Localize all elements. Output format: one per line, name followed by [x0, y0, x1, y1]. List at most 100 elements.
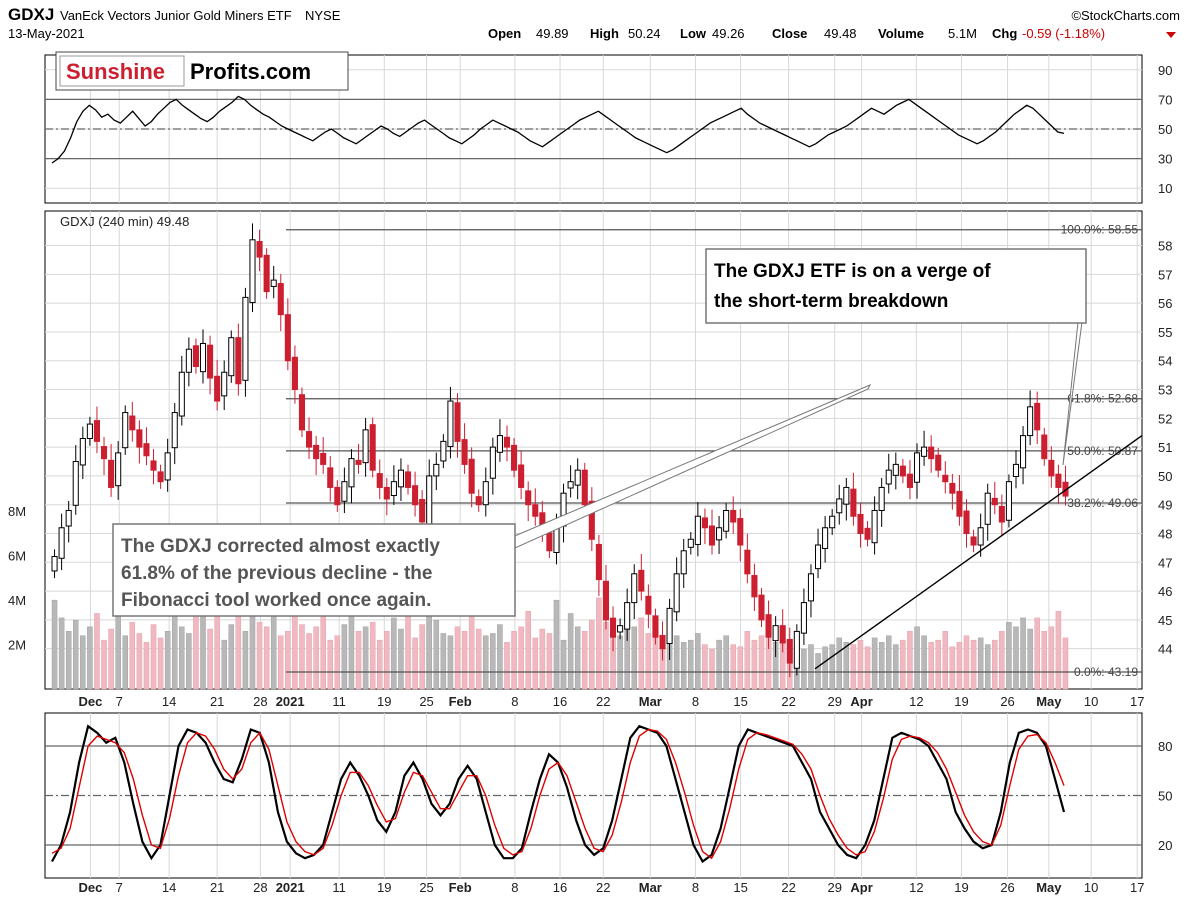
price-tick-label: 48 [1158, 527, 1172, 542]
volume-bar [702, 644, 708, 690]
volume-bar [221, 639, 227, 690]
volume-bar [87, 626, 93, 690]
candle-body [249, 239, 256, 304]
symbol: GDXJ [8, 5, 54, 24]
candle-body [192, 345, 199, 367]
candle-body [793, 630, 800, 669]
x-tick-label: 8 [692, 880, 699, 895]
candle-body [878, 486, 885, 511]
volume-bar [73, 619, 79, 690]
exchange: NYSE [305, 8, 341, 23]
volume-bar [497, 624, 503, 690]
candle-body [412, 485, 419, 506]
candle-body [765, 614, 772, 638]
volume-bar [949, 646, 956, 690]
volume-bar [808, 644, 814, 690]
candle-body [376, 473, 383, 488]
volume-bar [1055, 611, 1062, 690]
candle-body [885, 469, 892, 485]
annotation-bottom-line3: Fibonacci tool worked once again. [121, 590, 431, 611]
x-tick-label: 19 [954, 694, 968, 709]
volume-bar [546, 633, 553, 690]
logo-part2: Profits.com [190, 59, 311, 84]
volume-bar [737, 646, 744, 690]
candle-body [489, 446, 496, 479]
candle-body [588, 500, 595, 540]
x-tick-label: 15 [733, 694, 747, 709]
candle-body [93, 420, 101, 442]
volume-bar [843, 642, 850, 690]
stochastic-d-line [51, 728, 1065, 860]
volume-bar [447, 635, 454, 690]
volume-bar [164, 631, 171, 690]
candle-body [998, 505, 1005, 523]
volume-bar [1062, 637, 1069, 690]
candle-body [242, 296, 249, 381]
volume-bar [256, 622, 263, 690]
volume-bar [51, 599, 58, 690]
volume-bar [589, 619, 595, 690]
volume-bar [461, 631, 468, 690]
candle-body [164, 452, 171, 481]
volume-bar [1034, 617, 1040, 690]
candle-body [235, 337, 242, 385]
candle-body [362, 429, 369, 464]
price-tick-label: 44 [1158, 642, 1172, 657]
volume-bar [405, 613, 411, 690]
candle-body [666, 607, 673, 645]
candle-body [871, 509, 878, 544]
x-tick-label: Feb [449, 694, 472, 709]
volume-bar [214, 611, 220, 690]
volume-bar [744, 631, 751, 690]
candle-body [199, 342, 207, 373]
volume-bar [560, 639, 567, 690]
open-value: 49.89 [536, 26, 569, 41]
price-tick-label: 53 [1158, 383, 1172, 398]
candle-body [313, 444, 320, 460]
candle-body [800, 602, 807, 634]
volume-bar [504, 642, 510, 690]
fibonacci-label: 0.0%: 43.19 [1074, 665, 1138, 679]
volume-bar [320, 608, 326, 690]
candle-body [949, 482, 956, 494]
volume-bar [688, 639, 694, 690]
volume-bar [348, 611, 355, 690]
x-tick-label: 16 [553, 694, 567, 709]
x-tick-label: 28 [253, 880, 267, 895]
candle-body [228, 337, 235, 377]
candle-body [171, 412, 178, 449]
volume-bar [815, 653, 821, 690]
volume-bar [334, 635, 341, 690]
x-tick-label: Feb [449, 880, 472, 895]
volume-bar [242, 631, 249, 690]
volume-bar [341, 624, 348, 690]
volume-bar [483, 635, 489, 690]
candle-body [673, 573, 680, 613]
volume-bar [730, 644, 736, 690]
close-label: Close [772, 26, 807, 41]
x-tick-label: 17 [1130, 694, 1144, 709]
volume-bar [864, 646, 871, 690]
x-tick-label: 22 [781, 880, 795, 895]
volume-bar [1041, 631, 1048, 690]
candle-body [482, 481, 489, 506]
candle-body [157, 471, 164, 483]
candle-body [892, 463, 899, 476]
volume-bar [695, 633, 701, 690]
volume-bar [136, 633, 143, 690]
volume-value: 5.1M [948, 26, 977, 41]
x-tick-label: 28 [253, 694, 267, 709]
volume-bar [1020, 617, 1026, 690]
x-tick-label: 11 [332, 694, 346, 709]
volume-bar [617, 635, 623, 690]
x-tick-label: May [1036, 880, 1062, 895]
candle-body [461, 439, 468, 465]
candle-body [694, 515, 701, 545]
volume-bar [1006, 622, 1012, 690]
volume-bar [200, 615, 206, 690]
candle-body [595, 543, 602, 581]
volume-bar [553, 599, 560, 690]
x-tick-label: 21 [210, 694, 224, 709]
volume-bar [58, 617, 65, 690]
high-label: High [590, 26, 619, 41]
